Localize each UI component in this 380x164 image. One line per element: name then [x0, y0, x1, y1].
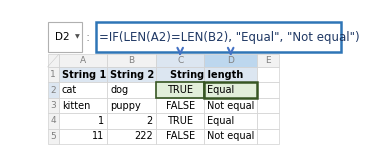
Bar: [204, 113, 257, 129]
Text: 3: 3: [50, 101, 56, 110]
Text: Equal: Equal: [207, 116, 235, 126]
Bar: [204, 67, 257, 82]
Text: puppy: puppy: [110, 101, 141, 111]
Text: 1: 1: [50, 70, 56, 79]
Bar: [204, 129, 257, 144]
Text: 222: 222: [134, 131, 153, 141]
Bar: [107, 82, 156, 98]
Bar: [204, 98, 257, 113]
Bar: [257, 129, 279, 144]
Bar: [156, 98, 204, 113]
Bar: [107, 54, 156, 67]
Bar: [48, 98, 59, 113]
Bar: [156, 54, 204, 67]
Bar: [48, 82, 59, 98]
Text: String length: String length: [170, 70, 243, 80]
Bar: [59, 113, 107, 129]
Text: FALSE: FALSE: [166, 101, 195, 111]
Bar: [107, 98, 156, 113]
Bar: [48, 54, 59, 67]
Bar: [48, 22, 82, 52]
Bar: [257, 54, 279, 67]
Text: 2: 2: [50, 86, 56, 95]
Bar: [48, 129, 59, 144]
Text: 5: 5: [50, 132, 56, 141]
Text: String 1: String 1: [62, 70, 106, 80]
Text: D2: D2: [55, 32, 70, 42]
Text: Equal: Equal: [207, 85, 235, 95]
Bar: [257, 98, 279, 113]
Text: ▼: ▼: [75, 35, 80, 40]
Text: A: A: [80, 56, 86, 65]
Bar: [59, 129, 107, 144]
Bar: [257, 113, 279, 129]
Text: B: B: [128, 56, 135, 65]
Bar: [107, 113, 156, 129]
Bar: [156, 67, 204, 82]
Bar: [204, 54, 257, 67]
Text: TRUE: TRUE: [167, 116, 193, 126]
Bar: [107, 129, 156, 144]
Text: dog: dog: [110, 85, 128, 95]
Text: 2: 2: [147, 116, 153, 126]
Text: =IF(LEN(A2)=LEN(B2), "Equal", "Not equal"): =IF(LEN(A2)=LEN(B2), "Equal", "Not equal…: [99, 31, 359, 44]
Text: 4: 4: [50, 116, 56, 125]
Bar: [59, 98, 107, 113]
Bar: [257, 67, 279, 82]
Bar: [59, 54, 107, 67]
Text: FALSE: FALSE: [166, 131, 195, 141]
Text: :: :: [86, 31, 90, 44]
Bar: [95, 22, 341, 52]
Text: String 2: String 2: [110, 70, 155, 80]
Text: D: D: [227, 56, 234, 65]
Bar: [204, 82, 257, 98]
Text: cat: cat: [62, 85, 77, 95]
Bar: [156, 113, 204, 129]
Bar: [59, 67, 107, 82]
Text: Not equal: Not equal: [207, 101, 255, 111]
Bar: [257, 82, 279, 98]
Text: TRUE: TRUE: [167, 85, 193, 95]
Text: kitten: kitten: [62, 101, 90, 111]
Bar: [59, 82, 107, 98]
Bar: [156, 129, 204, 144]
Text: E: E: [265, 56, 271, 65]
Text: Not equal: Not equal: [207, 131, 255, 141]
Text: C: C: [177, 56, 183, 65]
Text: 1: 1: [98, 116, 105, 126]
Bar: [48, 67, 59, 82]
Text: 11: 11: [92, 131, 104, 141]
Bar: [48, 113, 59, 129]
Bar: [156, 82, 204, 98]
Bar: [107, 67, 156, 82]
